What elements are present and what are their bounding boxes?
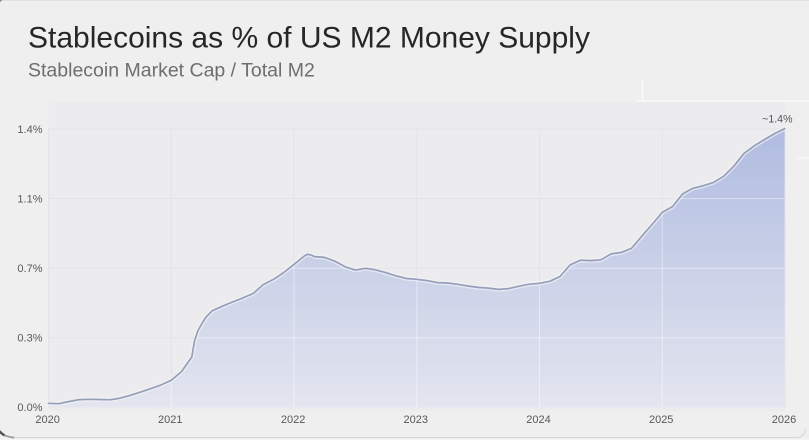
svg-text:Stablecoin Market Cap / Total: Stablecoin Market Cap / Total M2 (28, 59, 315, 81)
svg-text:2023: 2023 (404, 414, 428, 426)
svg-text:2021: 2021 (158, 414, 182, 426)
svg-text:2025: 2025 (649, 414, 673, 426)
svg-text:2020: 2020 (35, 414, 59, 426)
svg-text:0.0%: 0.0% (17, 402, 42, 414)
svg-text:~1.4%: ~1.4% (762, 113, 793, 125)
svg-text:0.7%: 0.7% (17, 263, 42, 275)
svg-text:1.1%: 1.1% (17, 193, 42, 205)
svg-text:0.3%: 0.3% (17, 333, 42, 345)
svg-text:2026: 2026 (772, 414, 796, 426)
svg-text:1.4%: 1.4% (17, 124, 42, 136)
svg-text:2022: 2022 (281, 414, 305, 426)
svg-text:Stablecoins as % of US M2 Mone: Stablecoins as % of US M2 Money Supply (28, 21, 590, 54)
svg-text:2024: 2024 (526, 414, 550, 426)
